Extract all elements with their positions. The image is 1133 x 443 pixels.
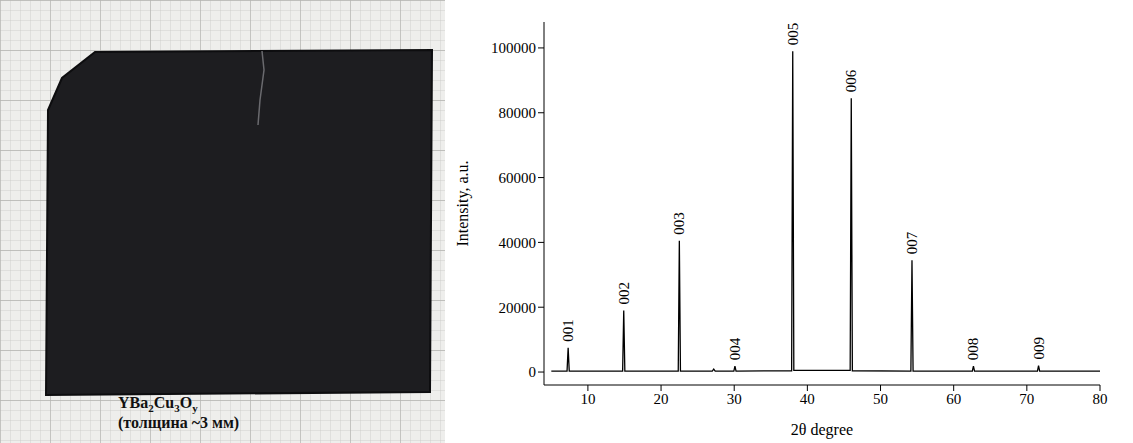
svg-text:008: 008 [965, 338, 981, 361]
svg-text:20: 20 [654, 391, 669, 407]
svg-text:100000: 100000 [491, 40, 536, 56]
svg-text:0: 0 [529, 364, 537, 380]
svg-text:2θ degree: 2θ degree [791, 421, 853, 439]
svg-text:40: 40 [800, 391, 815, 407]
svg-text:Intensity, a.u.: Intensity, a.u. [454, 160, 472, 246]
svg-text:30: 30 [727, 391, 742, 407]
svg-text:(толщина ~3 мм): (толщина ~3 мм) [118, 414, 239, 432]
svg-text:70: 70 [1019, 391, 1034, 407]
svg-text:004: 004 [727, 337, 743, 360]
svg-text:YBa2Cu3Oy: YBa2Cu3Oy [118, 394, 198, 414]
svg-text:005: 005 [785, 23, 801, 46]
svg-text:007: 007 [904, 231, 920, 254]
svg-text:80: 80 [1093, 391, 1108, 407]
svg-text:009: 009 [1031, 337, 1047, 360]
svg-text:002: 002 [616, 282, 632, 305]
svg-text:60: 60 [946, 391, 961, 407]
svg-text:10: 10 [580, 391, 595, 407]
svg-text:001: 001 [560, 319, 576, 342]
svg-text:60000: 60000 [499, 170, 537, 186]
svg-text:20000: 20000 [499, 300, 537, 316]
svg-text:006: 006 [843, 69, 859, 92]
svg-text:50: 50 [873, 391, 888, 407]
svg-text:003: 003 [671, 212, 687, 235]
svg-text:80000: 80000 [499, 105, 537, 121]
svg-text:40000: 40000 [499, 235, 537, 251]
